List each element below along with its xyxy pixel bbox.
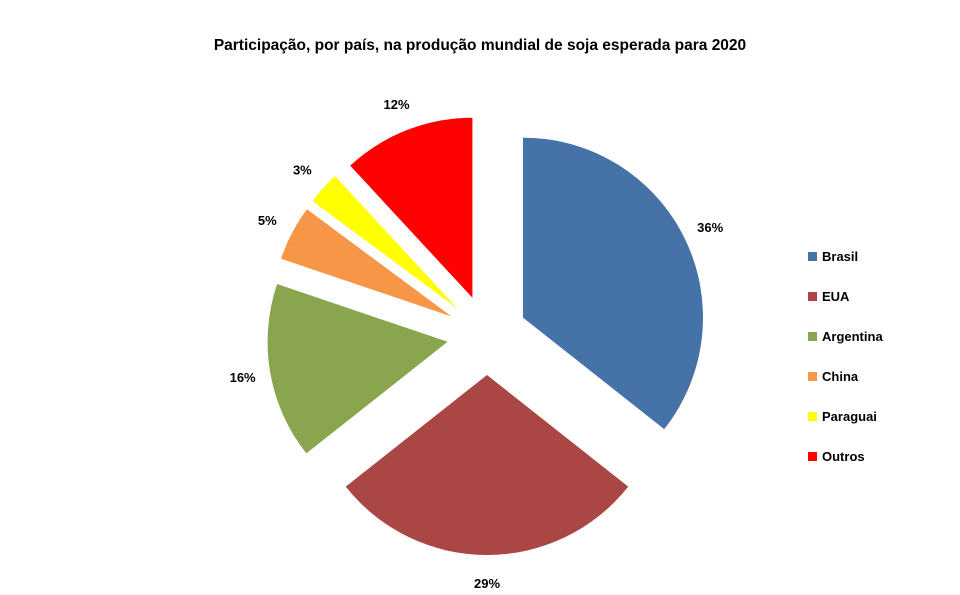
data-label-eua: 29% xyxy=(474,576,500,591)
legend-item-china: China xyxy=(808,356,883,396)
legend-label: Paraguai xyxy=(822,408,877,424)
legend-label: China xyxy=(822,368,859,384)
legend-item-eua: EUA xyxy=(808,276,883,316)
legend-label: Outros xyxy=(822,448,865,464)
chart-title: Participação, por país, na produção mund… xyxy=(213,37,747,54)
pie-slice-paraguai xyxy=(312,176,458,309)
legend-item-outros: Outros xyxy=(808,436,883,476)
data-label-brasil: 36% xyxy=(697,220,723,235)
legend: Brasil EUA Argentina China Paraguai Outros xyxy=(808,236,883,476)
legend-item-argentina: Argentina xyxy=(808,316,883,356)
data-label-paraguai: 3% xyxy=(293,162,312,177)
legend-label: Brasil xyxy=(822,248,859,264)
legend-swatch xyxy=(808,291,817,301)
legend-label: Argentina xyxy=(822,328,883,344)
data-label-argentina: 16% xyxy=(230,370,256,385)
legend-swatch xyxy=(808,411,817,421)
legend-label: EUA xyxy=(822,288,850,304)
legend-swatch xyxy=(808,251,817,261)
data-label-china: 5% xyxy=(258,213,277,228)
pie-slice-brasil xyxy=(523,137,704,430)
pie-slice-eua xyxy=(345,375,629,556)
legend-item-paraguai: Paraguai xyxy=(808,396,883,436)
legend-item-brasil: Brasil xyxy=(808,236,883,276)
legend-swatch xyxy=(808,451,817,461)
pie-slice-china xyxy=(281,209,452,317)
data-label-outros: 12% xyxy=(384,97,410,112)
legend-swatch xyxy=(808,331,817,341)
legend-swatch xyxy=(808,371,817,381)
pie-slice-argentina xyxy=(267,284,448,454)
pie-slice-outros xyxy=(350,117,473,298)
